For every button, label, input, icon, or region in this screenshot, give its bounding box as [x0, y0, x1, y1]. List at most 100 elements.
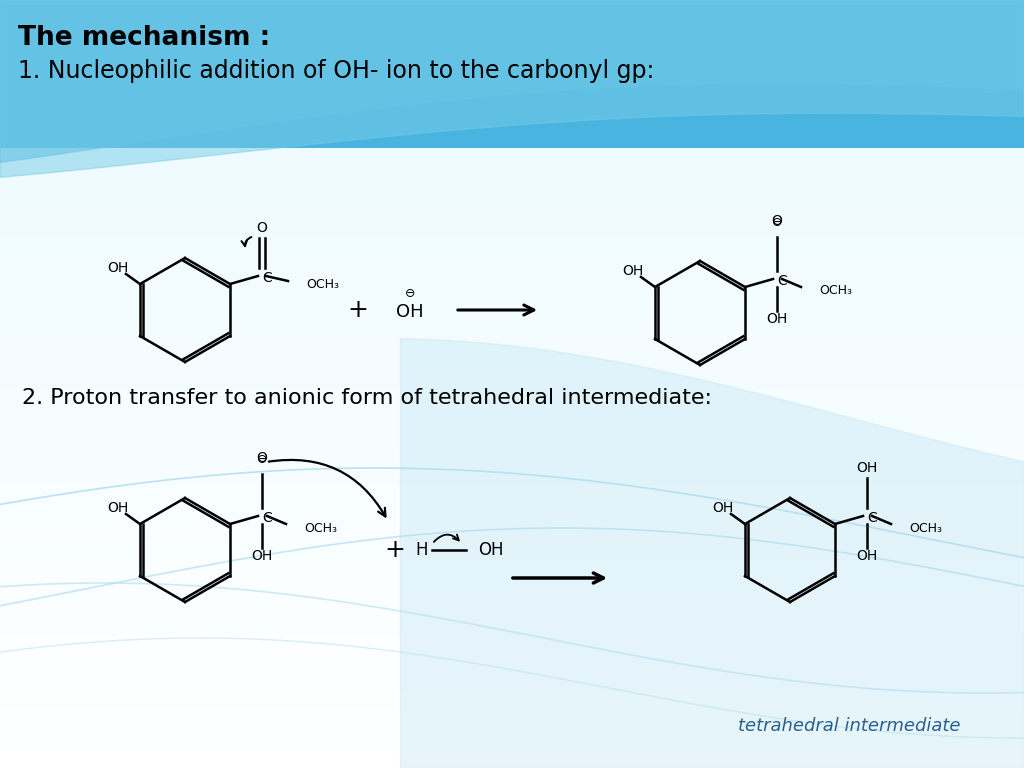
Bar	[0, 756, 1024, 760]
Bar	[0, 218, 1024, 223]
Bar	[0, 587, 1024, 591]
Bar	[0, 184, 1024, 188]
Bar	[0, 368, 1024, 372]
Bar	[0, 145, 1024, 150]
Bar	[0, 406, 1024, 411]
Bar	[0, 521, 1024, 526]
Bar	[0, 464, 1024, 468]
Text: OH: OH	[108, 261, 129, 275]
Bar	[0, 452, 1024, 457]
Bar	[0, 752, 1024, 756]
Bar	[0, 230, 1024, 234]
Text: OH: OH	[252, 549, 272, 563]
FancyArrowPatch shape	[434, 535, 459, 542]
Text: tetrahedral intermediate: tetrahedral intermediate	[737, 717, 961, 735]
Text: C: C	[867, 511, 877, 525]
Text: C: C	[777, 274, 786, 288]
Bar	[0, 287, 1024, 292]
Bar	[0, 272, 1024, 276]
Bar	[0, 276, 1024, 280]
Bar	[0, 510, 1024, 515]
Bar	[0, 299, 1024, 303]
Bar	[0, 199, 1024, 204]
Bar	[0, 80, 1024, 84]
Bar	[0, 76, 1024, 81]
Bar	[0, 410, 1024, 415]
Bar	[0, 314, 1024, 319]
Text: OCH₃: OCH₃	[819, 284, 852, 297]
Bar	[0, 498, 1024, 503]
Bar	[0, 717, 1024, 722]
Bar	[0, 310, 1024, 315]
Bar	[0, 72, 1024, 77]
Bar	[0, 214, 1024, 219]
Bar	[0, 291, 1024, 296]
Bar	[0, 763, 1024, 768]
Bar	[0, 641, 1024, 645]
Bar	[0, 7, 1024, 12]
Bar	[0, 161, 1024, 165]
Bar	[0, 744, 1024, 749]
Bar	[0, 111, 1024, 115]
Bar	[0, 733, 1024, 737]
Bar	[0, 253, 1024, 257]
Bar	[0, 556, 1024, 561]
Bar	[0, 141, 1024, 146]
Bar	[0, 341, 1024, 346]
Text: O: O	[772, 214, 782, 228]
Bar	[0, 191, 1024, 196]
Bar	[0, 425, 1024, 430]
Bar	[0, 591, 1024, 595]
Bar	[0, 721, 1024, 726]
Bar	[0, 34, 1024, 38]
FancyArrowPatch shape	[268, 460, 385, 516]
Bar	[0, 594, 1024, 599]
Bar	[0, 210, 1024, 215]
Bar	[0, 560, 1024, 564]
Text: OH: OH	[713, 501, 733, 515]
Bar	[0, 38, 1024, 42]
Bar	[0, 222, 1024, 227]
Bar	[0, 168, 1024, 173]
Bar	[0, 326, 1024, 330]
Bar	[0, 683, 1024, 687]
Bar	[0, 249, 1024, 253]
Bar	[0, 475, 1024, 480]
FancyArrowPatch shape	[242, 237, 252, 247]
Bar	[0, 468, 1024, 472]
Bar	[0, 364, 1024, 369]
Bar	[0, 537, 1024, 541]
Bar	[0, 122, 1024, 127]
Bar	[0, 702, 1024, 707]
Bar	[0, 552, 1024, 557]
Bar	[0, 0, 1024, 4]
Bar	[0, 713, 1024, 718]
Bar	[0, 568, 1024, 572]
Bar	[0, 303, 1024, 307]
Bar	[0, 687, 1024, 691]
Bar	[0, 295, 1024, 300]
Bar	[0, 698, 1024, 703]
Text: OH: OH	[856, 549, 878, 563]
Text: O: O	[257, 451, 267, 465]
Bar	[0, 345, 1024, 349]
Bar	[0, 518, 1024, 522]
Bar	[0, 422, 1024, 426]
Bar	[0, 483, 1024, 488]
Bar	[0, 502, 1024, 507]
Text: 1. Nucleophilic addition of OH- ion to the carbonyl gp:: 1. Nucleophilic addition of OH- ion to t…	[18, 59, 654, 83]
Bar	[0, 283, 1024, 288]
Bar	[0, 610, 1024, 614]
Bar	[0, 656, 1024, 660]
Bar	[0, 41, 1024, 46]
Bar	[0, 571, 1024, 576]
Bar	[0, 203, 1024, 207]
Bar	[0, 402, 1024, 407]
Bar	[0, 487, 1024, 492]
Bar	[0, 306, 1024, 311]
Bar	[0, 57, 1024, 61]
Bar	[0, 583, 1024, 588]
Bar	[0, 126, 1024, 131]
Text: OH: OH	[396, 303, 424, 321]
Bar	[0, 349, 1024, 353]
